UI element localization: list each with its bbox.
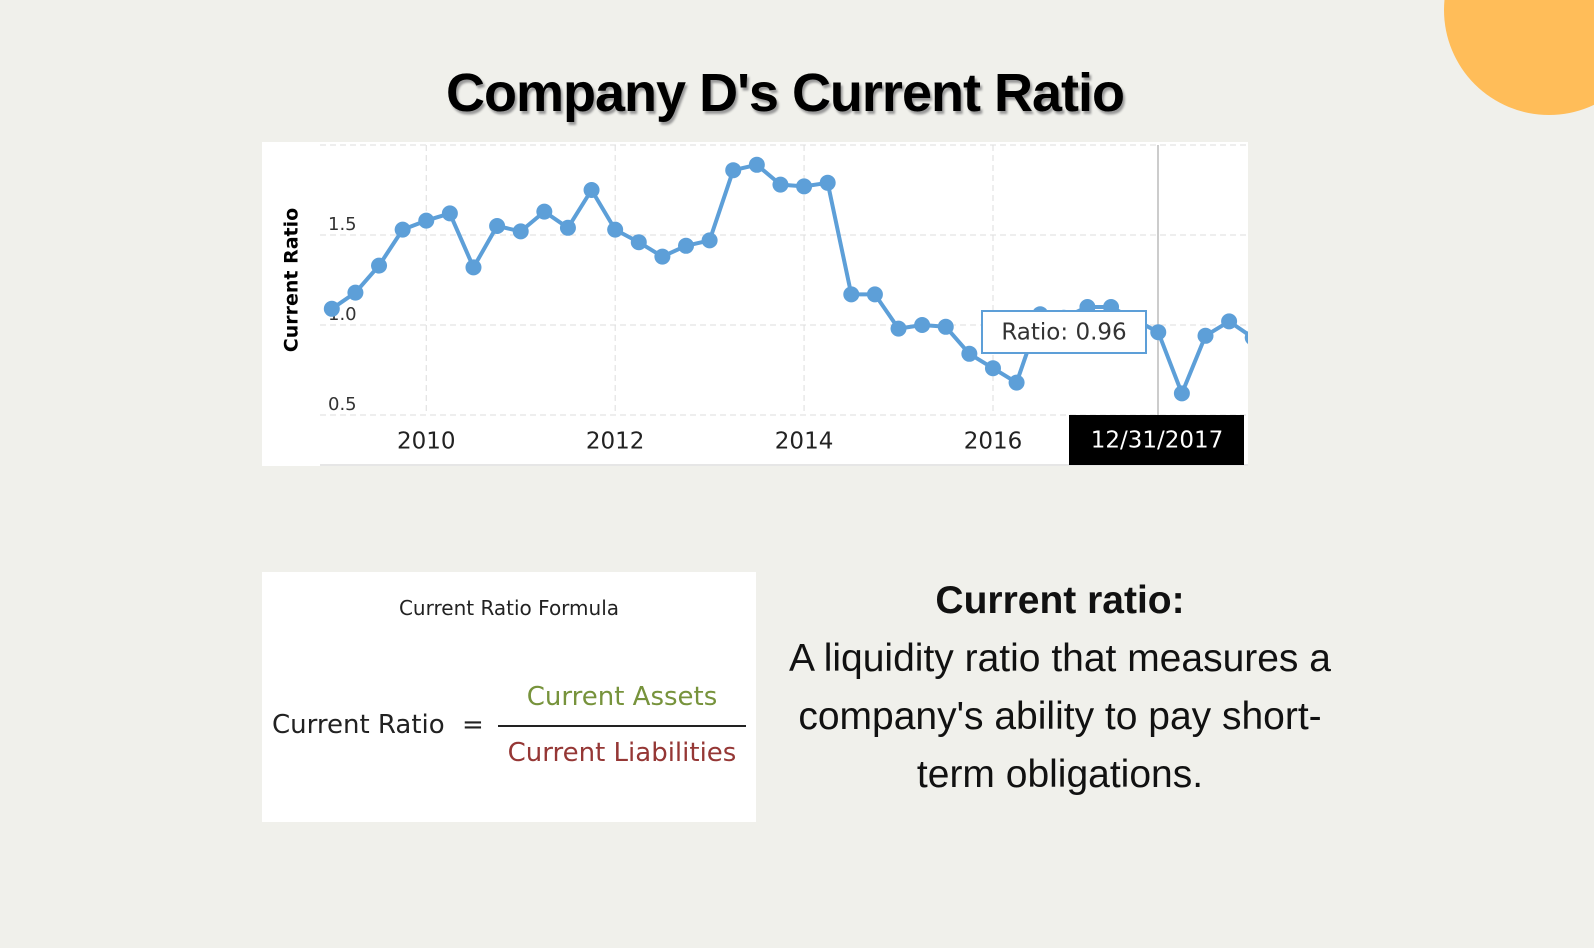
x-tick-label: 2014 (775, 429, 834, 455)
data-point (630, 234, 647, 251)
definition: Current ratio: A liquidity ratio that me… (780, 572, 1340, 804)
x-tick-label: 2010 (397, 429, 456, 455)
data-point (772, 176, 789, 193)
data-point (347, 284, 364, 301)
formula-left: Current Ratio (272, 710, 445, 740)
data-point (559, 219, 576, 236)
data-point (796, 178, 813, 195)
definition-text: A liquidity ratio that measures a compan… (789, 637, 1331, 796)
y-axis-label: Current Ratio (281, 208, 303, 352)
data-point (1244, 331, 1248, 345)
x-tick-label: 2016 (964, 429, 1023, 455)
data-point (1150, 324, 1167, 341)
formula-box: Current Ratio Formula Current Ratio = Cu… (262, 572, 756, 822)
data-point (418, 212, 435, 229)
data-point (465, 259, 482, 276)
data-point (394, 221, 411, 238)
data-point (1173, 385, 1190, 402)
data-point (961, 345, 978, 362)
data-point (512, 223, 529, 240)
data-point (1197, 327, 1214, 344)
data-point (1221, 313, 1238, 330)
data-point (536, 203, 553, 220)
data-point (725, 162, 742, 179)
data-point (489, 218, 506, 234)
data-point (441, 205, 458, 222)
data-point (323, 300, 340, 317)
data-point (654, 248, 671, 265)
data-point (748, 156, 765, 173)
tooltip-box (981, 310, 1147, 354)
data-point (701, 232, 718, 249)
formula-equals: = (462, 710, 484, 740)
y-tick-label: 1.5 (328, 214, 357, 235)
y-tick-label: 0.5 (328, 394, 357, 415)
tooltip-date: 12/31/2017 (1091, 428, 1224, 454)
tooltip-date-box (1069, 415, 1244, 465)
series-line (330, 162, 1248, 396)
data-point (843, 286, 860, 303)
data-point (1008, 374, 1025, 391)
data-point (371, 257, 388, 274)
data-point (890, 320, 907, 337)
formula-title: Current Ratio Formula (398, 596, 620, 620)
data-point (866, 286, 883, 303)
data-point (678, 237, 695, 254)
data-point (914, 317, 931, 333)
chart-title: Company D's Current Ratio (446, 63, 1125, 123)
definition-term: Current ratio: (935, 579, 1185, 622)
denominator: Current Liabilities (507, 738, 737, 768)
data-point (583, 182, 600, 198)
tooltip-text: Ratio: 0.96 (1001, 320, 1126, 346)
data-point (607, 221, 624, 238)
data-point (984, 360, 1001, 377)
x-tick-label: 2012 (586, 429, 645, 455)
numerator: Current Assets (526, 682, 718, 712)
data-point (937, 318, 954, 335)
fraction-bar (498, 725, 746, 727)
data-point (819, 174, 836, 191)
